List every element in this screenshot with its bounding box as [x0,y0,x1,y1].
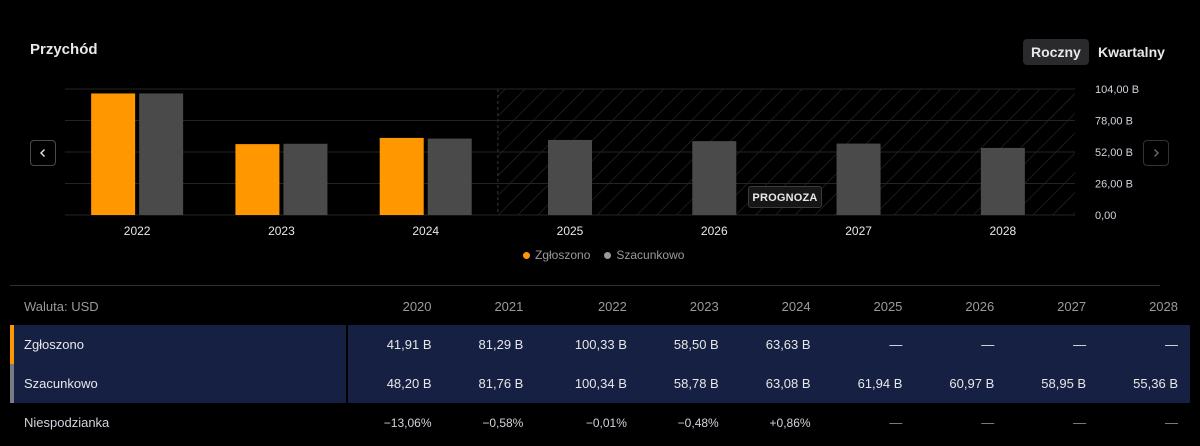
row-label-cell: Szacunkowo [10,364,347,403]
bar-estimated [836,143,881,215]
table-cell: 63,08 B [730,364,823,403]
table-cell: −0,48% [677,415,719,430]
chart-legend: Zgłoszono Szacunkowo [523,248,684,262]
bar-estimated [548,139,592,215]
y-tick-label: 52,00 B [1095,147,1133,159]
table-cell: 100,34 B [535,364,639,403]
chevron-right-icon [1154,149,1159,157]
legend-label-estimated: Szacunkowo [616,248,685,262]
y-tick-label: 26,00 B [1095,179,1133,191]
legend-item-reported[interactable]: Zgłoszono [523,248,590,262]
table-row-estimated: Szacunkowo 48,20 B 81,76 B 100,34 B 58,7… [10,364,1190,403]
year-header: 2024 [781,298,811,314]
table-cell: — [889,415,903,430]
table-cell: 41,91 B [346,325,444,364]
table-row-reported: Zgłoszono 41,91 B 81,29 B 100,33 B 58,50… [10,325,1190,364]
bar-estimated [427,138,472,215]
table-cell: 81,29 B [443,325,536,364]
revenue-chart: 0,00 26,00 B 52,00 B 78,00 B 104,00 B 2022 202… [65,84,1139,238]
table-cell: −0,58% [482,415,524,430]
table-cell: +0,86% [769,415,811,430]
x-tick-label: 2025 [557,224,584,238]
table-header-row: Waluta: USD 2020 2021 2022 2023 2024 202… [10,287,1190,325]
table-cell: 58,50 B [638,325,731,364]
table-cell: — [1006,325,1099,364]
legend-dot-reported [523,251,530,259]
chart-prev-button[interactable] [30,140,56,166]
bar-estimated [139,93,184,215]
table-cell: 55,36 B [1098,364,1190,403]
bar-estimated [980,147,1025,215]
x-tick-label: 2028 [990,224,1017,238]
year-header: 2022 [597,298,627,314]
year-header: 2021 [494,298,524,314]
table-cell: −0,01% [585,415,627,430]
table-cell: 100,33 B [535,325,639,364]
year-header: 2026 [965,298,995,314]
page-title: Przychód [30,41,98,58]
table-cell: 63,63 B [730,325,823,364]
year-header: 2025 [873,298,903,314]
row-label: Niespodzianka [24,415,110,430]
legend-label-reported: Zgłoszono [535,248,591,262]
table-cell: — [1073,415,1087,430]
row-marker-reported [10,325,14,364]
row-marker-estimated [10,364,14,403]
year-header: 2023 [689,298,719,314]
y-tick-label: 78,00 B [1095,116,1133,128]
table-cell: — [1165,415,1178,430]
table-cell: — [914,325,1007,364]
table-row-surprise: Niespodzianka −13,06% −0,58% −0,01% −0,4… [10,403,1190,442]
y-tick-label: 0,00 [1095,210,1116,222]
forecast-label: PROGNOZA [748,186,822,208]
year-header: 2028 [1149,298,1178,314]
period-annual-button[interactable]: Roczny [1023,39,1089,65]
revenue-table: Waluta: USD 2020 2021 2022 2023 2024 202… [10,287,1190,442]
x-tick-label: 2023 [268,224,295,238]
year-header: 2027 [1057,298,1087,314]
table-cell: 58,78 B [638,364,731,403]
x-tick-label: 2027 [845,224,872,238]
x-tick-label: 2024 [412,224,439,238]
table-cell: — [822,325,915,364]
legend-item-estimated[interactable]: Szacunkowo [604,248,684,262]
year-header: 2020 [402,298,432,314]
row-label-cell: Zgłoszono [10,325,347,364]
table-cell: — [1098,325,1190,364]
table-cell: 81,76 B [443,364,536,403]
chart-next-button[interactable] [1143,140,1169,166]
bar-reported [379,137,424,215]
bar-estimated [283,143,328,215]
table-cell: 58,95 B [1006,364,1099,403]
bar-reported [235,144,280,215]
currency-label: Waluta: USD [24,298,99,314]
period-quarterly-button[interactable]: Kwartalny [1098,44,1165,60]
table-cell: −13,06% [383,415,432,430]
table-cell: 61,94 B [822,364,915,403]
y-tick-label: 104,00 B [1095,84,1139,96]
table-cell: 48,20 B [346,364,444,403]
x-tick-label: 2022 [124,224,151,238]
bar-estimated [692,141,737,215]
row-label: Szacunkowo [24,376,98,391]
x-tick-label: 2026 [701,224,728,238]
table-cell: — [981,415,995,430]
bar-reported [91,93,136,215]
section-divider [10,285,1160,286]
legend-dot-estimated [604,251,612,259]
table-cell: 60,97 B [914,364,1007,403]
chevron-left-icon [40,149,45,157]
row-label: Zgłoszono [24,337,84,352]
